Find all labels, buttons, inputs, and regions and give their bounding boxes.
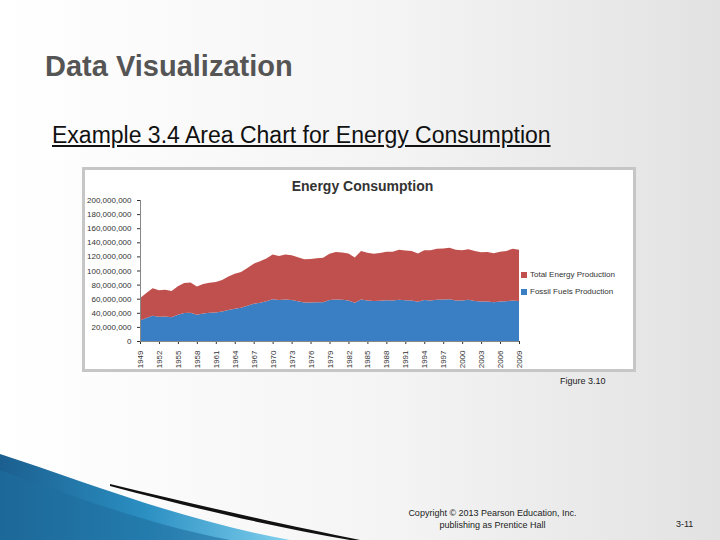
html-text:Figure 3.10: Figure 3.10 — [560, 376, 606, 386]
svg-text:1997: 1997 — [439, 350, 448, 368]
svg-text:120,000,000: 120,000,000 — [87, 252, 132, 261]
svg-text:1979: 1979 — [326, 350, 335, 368]
svg-text:2009: 2009 — [515, 350, 524, 368]
svg-text:20,000,000: 20,000,000 — [91, 323, 132, 332]
svg-text:1967: 1967 — [250, 350, 259, 368]
svg-text:1961: 1961 — [212, 350, 221, 368]
svg-text:1955: 1955 — [174, 350, 183, 368]
html-text:Data Visualization: Data Visualization — [45, 50, 293, 82]
html-text:3-11: 3-11 — [676, 519, 694, 529]
svg-text:80,000,000: 80,000,000 — [91, 281, 132, 290]
svg-text:1976: 1976 — [307, 350, 316, 368]
html-text:Total Energy Production: Total Energy Production — [530, 270, 615, 279]
svg-text:1970: 1970 — [269, 350, 278, 368]
svg-text:1982: 1982 — [345, 350, 354, 368]
svg-text:1985: 1985 — [363, 350, 372, 368]
html-text:Copyright © 2013 Pearson Educa: Copyright © 2013 Pearson Education, Inc. — [408, 508, 577, 518]
svg-text:1958: 1958 — [193, 350, 202, 368]
svg-text:200,000,000: 200,000,000 — [87, 196, 132, 205]
html-text:Energy Consumption: Energy Consumption — [291, 178, 434, 194]
svg-text:0: 0 — [127, 337, 132, 346]
html-text:Example 3.4 Area Chart for Ene: Example 3.4 Area Chart for Energy Consum… — [52, 122, 551, 148]
svg-text:2003: 2003 — [477, 350, 486, 368]
svg-text:100,000,000: 100,000,000 — [87, 267, 132, 276]
svg-text:180,000,000: 180,000,000 — [87, 210, 132, 219]
svg-text:1949: 1949 — [136, 350, 145, 368]
svg-text:1994: 1994 — [420, 350, 429, 368]
svg-text:2006: 2006 — [496, 350, 505, 368]
svg-text:2000: 2000 — [458, 350, 467, 368]
svg-text:40,000,000: 40,000,000 — [91, 309, 132, 318]
svg-text:1952: 1952 — [155, 350, 164, 368]
svg-text:1964: 1964 — [231, 350, 240, 368]
svg-text:1991: 1991 — [401, 350, 410, 368]
svg-text:140,000,000: 140,000,000 — [87, 238, 132, 247]
svg-text:160,000,000: 160,000,000 — [87, 224, 132, 233]
html-text:Fossil Fuels Production: Fossil Fuels Production — [530, 287, 614, 296]
svg-text:1988: 1988 — [382, 350, 391, 368]
svg-text:1973: 1973 — [288, 350, 297, 368]
svg-text:60,000,000: 60,000,000 — [91, 295, 132, 304]
html-text:publishing as Prentice Hall: publishing as Prentice Hall — [439, 520, 546, 530]
